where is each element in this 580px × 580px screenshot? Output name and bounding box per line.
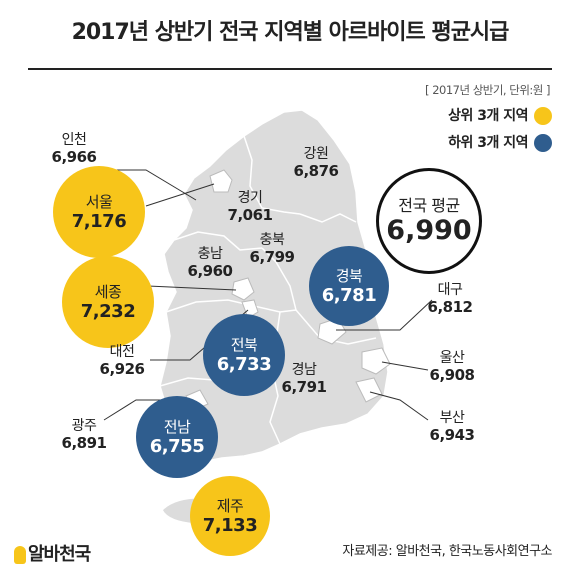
leader-daegu <box>336 299 433 331</box>
busan-area <box>355 377 383 403</box>
legend-bottom3: 하위 3개 지역 <box>448 132 552 152</box>
daejeon-name: 대전 <box>109 344 135 360</box>
source-credit: 자료제공: 알바천국, 한국노동사회연구소 <box>342 544 552 559</box>
seoul-area <box>209 169 233 193</box>
daejeon-area <box>241 299 259 319</box>
gwangju-name: 광주 <box>71 418 97 434</box>
gyeongbuk-name: 경북 <box>335 266 363 285</box>
ulsan-value: 6,908 <box>429 366 475 384</box>
chungbuk-value: 6,799 <box>249 248 295 266</box>
circle-gyeongbuk: 경북 6,781 <box>309 246 389 326</box>
jeonnam-name: 전남 <box>163 417 191 436</box>
circle-jeonnam: 전남 6,755 <box>136 396 218 478</box>
unit-note: [ 2017년 상반기, 단위:원 ] <box>425 83 550 97</box>
jeju-name: 제주 <box>216 496 244 515</box>
sejong-value: 7,232 <box>80 300 136 322</box>
incheon-name: 인천 <box>61 132 87 148</box>
legend-bottom3-label: 하위 3개 지역 <box>448 135 528 151</box>
gangwon-value: 6,876 <box>293 162 339 180</box>
label-busan: 부산 6,943 <box>420 410 484 444</box>
label-chungnam: 충남 6,960 <box>178 246 242 280</box>
boundary-chungbuk-gyeongbuk <box>261 247 297 311</box>
label-chungbuk: 충북 6,799 <box>240 232 304 266</box>
seoul-name: 서울 <box>85 192 113 211</box>
page-title: 2017년 상반기 전국 지역별 아르바이트 평균시급 <box>71 20 510 45</box>
ulsan-area <box>361 347 391 375</box>
label-incheon: 인천 6,966 <box>44 132 104 166</box>
logo-mark-icon <box>14 546 26 564</box>
daegu-value: 6,812 <box>427 298 473 316</box>
boundary-gyeonggi-gangwon <box>243 135 301 215</box>
legend-top3-label: 상위 3개 지역 <box>448 108 528 124</box>
leader-ulsan <box>381 361 429 371</box>
sejong-area <box>231 277 255 301</box>
ulsan-name: 울산 <box>439 350 465 366</box>
circle-sejong: 세종 7,232 <box>62 256 154 348</box>
leader-busan <box>369 391 429 421</box>
legend-blue-dot <box>534 134 552 152</box>
logo-text: 알바천국 <box>28 544 91 565</box>
busan-value: 6,943 <box>429 426 475 444</box>
boundary-chungbuk-gangwon <box>299 213 357 223</box>
jeonbuk-value: 6,733 <box>216 353 272 375</box>
busan-name: 부산 <box>439 410 465 426</box>
label-gyeongnam: 경남 6,791 <box>272 362 336 396</box>
gyeonggi-value: 7,061 <box>227 206 273 224</box>
chungbuk-name: 충북 <box>259 232 285 248</box>
legend-top3: 상위 3개 지역 <box>448 105 552 125</box>
gwangju-value: 6,891 <box>61 434 107 452</box>
label-daegu: 대구 6,812 <box>418 282 482 316</box>
gyeongnam-name: 경남 <box>291 362 317 378</box>
chungnam-value: 6,960 <box>187 262 233 280</box>
boundary-chungnam <box>173 231 263 251</box>
label-gangwon: 강원 6,876 <box>284 146 348 180</box>
label-ulsan: 울산 6,908 <box>420 350 484 384</box>
legend-yellow-dot <box>534 107 552 125</box>
chungnam-name: 충남 <box>197 246 223 262</box>
incheon-value: 6,966 <box>51 148 97 166</box>
jeonbuk-name: 전북 <box>230 335 258 354</box>
average-value: 6,990 <box>386 215 472 246</box>
leader-seoul <box>145 183 215 207</box>
daejeon-value: 6,926 <box>99 360 145 378</box>
average-label: 전국 평균 <box>398 196 460 215</box>
gyeonggi-name: 경기 <box>237 190 263 206</box>
jeju-value: 7,133 <box>202 514 258 536</box>
circle-jeonbuk: 전북 6,733 <box>203 314 285 396</box>
seoul-value: 7,176 <box>71 210 127 232</box>
jeonnam-value: 6,755 <box>149 435 205 457</box>
albamon-logo: 알바천국 <box>14 540 91 566</box>
label-gwangju: 광주 6,891 <box>52 418 116 452</box>
label-daejeon: 대전 6,926 <box>90 344 154 378</box>
gangwon-name: 강원 <box>303 146 329 162</box>
label-gyeonggi: 경기 7,061 <box>218 190 282 224</box>
circle-jeju: 제주 7,133 <box>190 476 270 556</box>
gyeongnam-value: 6,791 <box>281 378 327 396</box>
sejong-name: 세종 <box>94 282 122 301</box>
boundary-jeonbuk <box>165 299 297 313</box>
title-divider <box>28 68 552 70</box>
gyeongbuk-value: 6,781 <box>321 284 377 306</box>
daegu-name: 대구 <box>437 282 463 298</box>
circle-seoul: 서울 7,176 <box>53 166 145 258</box>
leader-sejong <box>147 285 237 291</box>
national-average-circle: 전국 평균 6,990 <box>376 168 482 274</box>
